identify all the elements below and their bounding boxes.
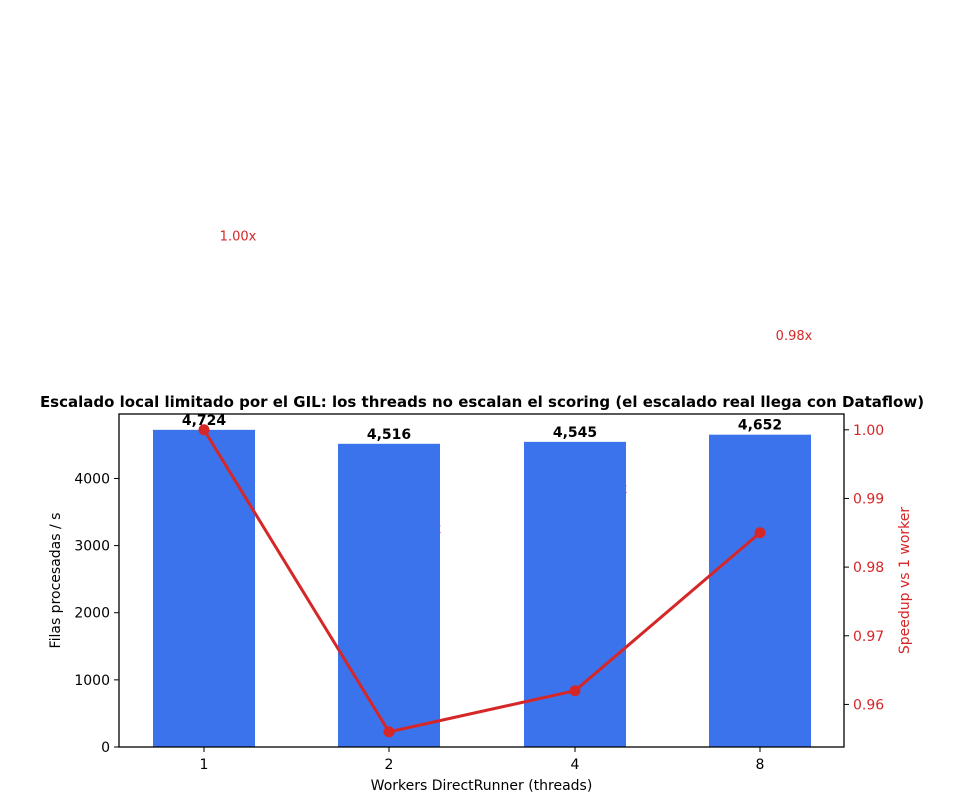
speedup-label: 0.98x <box>776 329 813 344</box>
bars <box>153 429 811 747</box>
x-axis-label: Workers DirectRunner (threads) <box>371 778 593 794</box>
y-axis-left: 0 1000 2000 3000 4000 <box>74 471 119 756</box>
y2-tick-label: 0.97 <box>853 629 884 645</box>
x-tick-label: 2 <box>385 757 394 773</box>
speedup-line <box>198 424 766 738</box>
bar-value-label: 4,545 <box>553 425 597 441</box>
bar-8 <box>709 434 811 747</box>
y2-tick-label: 0.98 <box>853 560 884 576</box>
y-tick-label: 2000 <box>74 606 110 622</box>
bar-value-label: 4,516 <box>367 427 411 443</box>
x-tick-label: 8 <box>756 757 765 773</box>
speedup-point-8 <box>754 527 766 539</box>
x-tick-label: 1 <box>200 757 209 773</box>
y2-tick-label: 0.96 <box>853 697 884 713</box>
y-tick-label: 3000 <box>74 539 110 555</box>
bar-labels: 4,724 4,516 4,545 4,652 <box>182 413 782 443</box>
y-tick-label: 1000 <box>74 673 110 689</box>
bar-1 <box>153 429 255 747</box>
y-tick-label: 0 <box>101 740 110 756</box>
bar-value-label: 4,652 <box>738 418 782 434</box>
x-axis: 1 2 4 8 <box>200 747 765 773</box>
plot-frame <box>118 413 845 748</box>
y2-tick-label: 0.99 <box>853 491 884 507</box>
bar-4 <box>524 441 626 747</box>
chart-title: Escalado local limitado por el GIL: los … <box>40 393 924 411</box>
speedup-line-path <box>202 429 761 734</box>
bar-2 <box>338 443 440 747</box>
y-tick-label: 4000 <box>74 471 110 487</box>
y-axis-right: 0.96 0.97 0.98 0.99 1.00 <box>844 423 884 713</box>
bar-value-label: 4,724 <box>182 413 227 429</box>
x-tick-label: 4 <box>571 757 580 773</box>
speedup-point-4 <box>569 685 581 697</box>
y2-axis-label: Speedup vs 1 worker <box>897 507 913 654</box>
speedup-point-1 <box>198 424 210 436</box>
speedup-point-2 <box>383 726 395 738</box>
speedup-label: 1.00x <box>220 230 257 245</box>
y2-tick-label: 1.00 <box>853 423 884 439</box>
y-axis-label: Filas procesadas / s <box>48 513 64 649</box>
